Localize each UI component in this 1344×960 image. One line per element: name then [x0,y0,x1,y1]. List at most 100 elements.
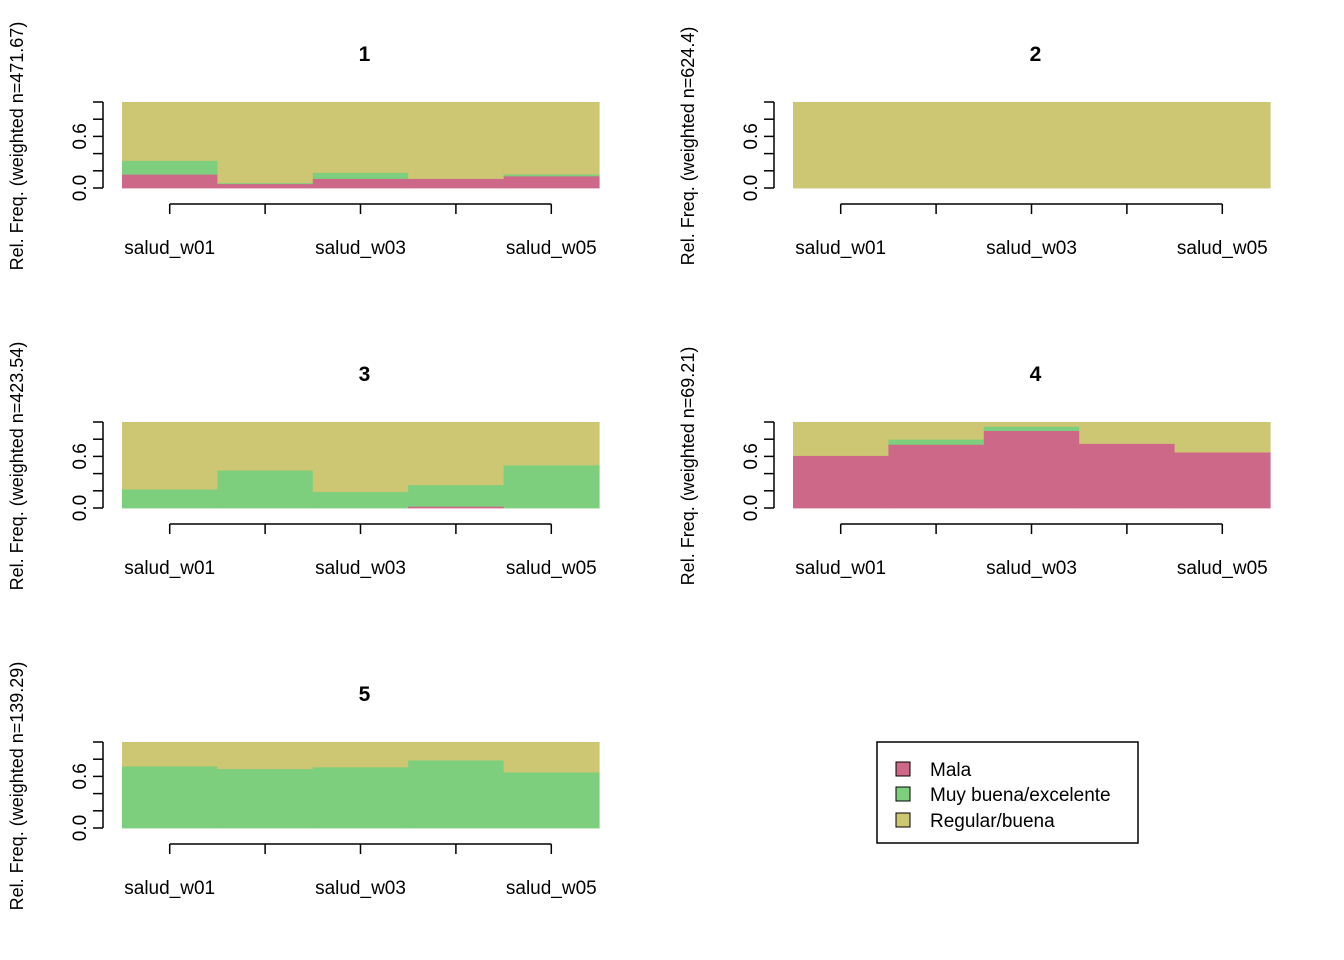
bar-regular-buena-salud_w02 [217,742,314,770]
bar-mala-salud_w03 [312,178,409,189]
bar-muy-buena-excelente-salud_w04 [408,760,505,829]
panel-2: 2 0.0 0.6 Rel. Freq. (weighted n=624.4) salu… [678,27,1271,266]
panel-5: 5 0.0 0.6 Rel. Freq. (weighted n=139.29) sal… [7,662,600,911]
bar-regular-buena-salud_w01 [122,102,218,161]
y-tick-label: 0.6 [70,763,91,789]
panel-title: 1 [359,43,371,66]
bar-muy-buena-excelente-salud_w02 [217,470,314,509]
bar-regular-buena-salud_w05 [503,102,600,175]
y-axis-label: Rel. Freq. (weighted n=423.54) [7,342,27,591]
bar-regular-buena-salud_w02 [888,422,985,440]
y-axis-label: Rel. Freq. (weighted n=624.4) [678,27,698,266]
bar-regular-buena-salud_w05 [503,422,600,466]
legend-swatch-muy-buena [895,786,911,802]
panel-4: 4 0.0 0.6 Rel. Freq. (weighted n=69.21) salu… [678,347,1271,586]
x-tick-label: salud_w01 [124,238,215,259]
bar-mala-salud_w03 [983,430,1080,509]
bar-muy-buena-excelente-salud_w03 [312,766,409,829]
y-tick-label: 0.0 [741,175,762,201]
bar-mala-salud_w02 [217,183,314,189]
y-tick-label: 0.0 [70,495,91,521]
legend-label-regular-buena: Regular/buena [930,811,1055,832]
bar-muy-buena-excelente-salud_w05 [503,465,600,509]
legend-label-muy-buena: Muy buena/excelente [930,785,1111,806]
x-tick-label: salud_w05 [1177,558,1268,579]
bar-muy-buena-excelente-salud_w01 [122,489,218,509]
x-tick-label: salud_w05 [506,878,597,899]
legend-label-mala: Mala [930,760,972,781]
bar-regular-buena-salud_w01 [793,422,889,456]
bar-regular-buena-salud_w05 [503,742,600,773]
y-tick-label: 0.0 [70,815,91,841]
bar-regular-buena-salud_w01 [122,422,218,490]
bar-muy-buena-excelente-salud_w03 [983,426,1080,431]
bar-muy-buena-excelente-salud_w05 [503,772,600,829]
bar-regular-buena-salud_w01 [122,742,218,767]
x-tick-label: salud_w01 [795,558,886,579]
y-tick-label: 0.0 [741,495,762,521]
y-axis-label: Rel. Freq. (weighted n=69.21) [678,347,698,586]
x-tick-label: salud_w01 [795,238,886,259]
x-tick-label: salud_w05 [1177,238,1268,259]
bar-regular-buena-salud_w03 [312,742,409,768]
panel-title: 5 [359,683,371,706]
bar-regular-buena-salud_w03 [312,422,409,493]
legend: Mala Muy buena/excelente Regular/buena [876,741,1139,844]
x-tick-label: salud_w01 [124,558,215,579]
bar-regular-buena-salud_w05 [1174,422,1271,453]
bar-mala-salud_w05 [503,175,600,189]
y-tick-label: 0.6 [741,443,762,469]
x-tick-label: salud_w05 [506,558,597,579]
bar-muy-buena-excelente-salud_w02 [888,439,985,445]
bar-muy-buena-excelente-salud_w03 [312,491,409,509]
bar-regular-buena-salud_w04 [408,742,505,761]
bar-mala-salud_w04 [408,506,505,509]
bar-muy-buena-excelente-salud_w01 [122,160,218,175]
bar-regular-buena-salud_w02 [217,102,314,184]
x-tick-label: salud_w01 [124,878,215,899]
bar-regular-buena-salud_w02 [217,422,314,471]
bar-mala-salud_w01 [122,174,218,189]
bar-regular-buena-salud_w05 [1174,102,1271,189]
panels-container: 1 0.0 0.6 Rel. Freq. (weighted n=471.67) sal… [7,22,1271,911]
bar-muy-buena-excelente-salud_w02 [217,768,314,829]
bar-muy-buena-excelente-salud_w05 [503,174,600,177]
panel-title: 4 [1030,363,1042,386]
bar-regular-buena-salud_w04 [408,422,505,486]
panel-3: 3 0.0 0.6 Rel. Freq. (weighted n=423.54) sal… [7,342,600,591]
bar-regular-buena-salud_w04 [408,102,505,179]
y-axis-label: Rel. Freq. (weighted n=139.29) [7,662,27,911]
bar-mala-salud_w02 [888,444,985,509]
bar-mala-salud_w05 [1174,452,1271,509]
x-tick-label: salud_w03 [315,558,406,579]
x-tick-label: salud_w05 [506,238,597,259]
bar-muy-buena-excelente-salud_w03 [312,172,409,179]
bar-regular-buena-salud_w04 [1079,422,1176,444]
panel-title: 3 [359,363,371,386]
bar-regular-buena-salud_w02 [888,102,985,189]
x-tick-label: salud_w03 [315,878,406,899]
y-tick-label: 0.6 [741,123,762,149]
panel-title: 2 [1030,43,1042,66]
y-tick-label: 0.0 [70,175,91,201]
bar-regular-buena-salud_w04 [1079,102,1176,189]
legend-swatch-regular-buena [895,812,911,828]
bar-regular-buena-salud_w01 [793,102,889,189]
x-tick-label: salud_w03 [315,238,406,259]
y-tick-label: 0.6 [70,123,91,149]
bar-regular-buena-salud_w03 [983,422,1080,427]
bar-muy-buena-excelente-salud_w02 [217,182,314,185]
bar-mala-salud_w04 [1079,443,1176,509]
y-axis-label: Rel. Freq. (weighted n=471.67) [7,22,27,271]
bar-mala-salud_w04 [408,178,505,189]
x-tick-label: salud_w03 [986,558,1077,579]
legend-swatch-mala [895,761,911,777]
bar-regular-buena-salud_w03 [983,102,1080,189]
panel-1: 1 0.0 0.6 Rel. Freq. (weighted n=471.67) sal… [7,22,600,271]
y-tick-label: 0.6 [70,443,91,469]
bar-muy-buena-excelente-salud_w01 [122,766,218,829]
bar-regular-buena-salud_w03 [312,102,409,173]
legend-box [876,741,1139,844]
bar-muy-buena-excelente-salud_w04 [408,484,505,507]
